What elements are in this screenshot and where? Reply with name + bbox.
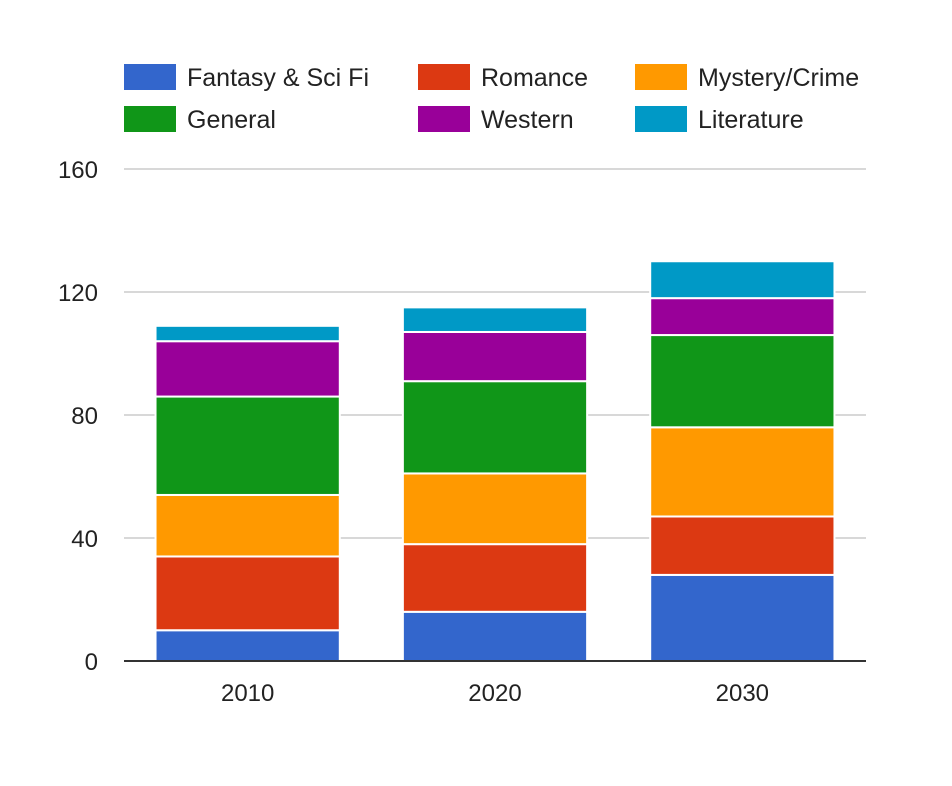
x-tick-label: 2010 (221, 680, 274, 707)
bar-segment (401, 330, 589, 383)
legend-label: Romance (481, 64, 588, 92)
y-tick-label: 80 (71, 403, 98, 430)
legend-label: Fantasy & Sci Fi (187, 64, 369, 92)
y-tick-label: 160 (58, 157, 98, 184)
legend-item: Mystery/Crime (635, 64, 859, 92)
legend-item: Romance (418, 64, 588, 92)
chart-legend: Fantasy & Sci Fi Romance Mystery/Crime Gene… (124, 64, 859, 134)
bar-segment (649, 515, 836, 576)
bar-segment (649, 426, 836, 518)
y-axis-tick-labels: 0 40 80 120 160 (58, 157, 98, 676)
bar-segment (154, 340, 341, 398)
legend-swatch (124, 64, 176, 90)
x-tick-label: 2020 (468, 680, 521, 707)
bar-segment (401, 543, 589, 613)
legend-swatch (418, 106, 470, 132)
legend-swatch (124, 106, 176, 132)
bar-segment (154, 395, 341, 496)
legend-item: Western (418, 106, 574, 134)
y-tick-label: 40 (71, 526, 98, 553)
x-axis-tick-labels: 2010 2020 2030 (221, 680, 769, 707)
bars (154, 260, 836, 663)
bar-segment (401, 610, 589, 662)
bar-stack (401, 306, 589, 662)
bar-segment (401, 472, 589, 546)
legend-label: Western (481, 106, 574, 134)
legend-swatch (635, 106, 687, 132)
legend-swatch (635, 64, 687, 90)
legend-label: General (187, 106, 276, 134)
y-tick-label: 120 (58, 280, 98, 307)
legend-item: General (124, 106, 276, 134)
bar-segment (649, 260, 836, 300)
bar-segment (401, 380, 589, 475)
bar-stack (154, 324, 341, 662)
legend-swatch (418, 64, 470, 90)
legend-label: Mystery/Crime (698, 64, 859, 92)
legend-item: Literature (635, 106, 804, 134)
bar-segment (154, 629, 341, 662)
bar-segment (649, 573, 836, 663)
bar-segment (649, 334, 836, 429)
bar-segment (649, 297, 836, 337)
legend-item: Fantasy & Sci Fi (124, 64, 369, 92)
bar-segment (154, 555, 341, 632)
bar-segment (401, 306, 589, 333)
y-tick-label: 0 (85, 649, 98, 676)
x-tick-label: 2030 (716, 680, 769, 707)
legend-label: Literature (698, 106, 804, 134)
bar-stack (649, 260, 836, 663)
bar-segment (154, 493, 341, 558)
bar-segment (154, 324, 341, 343)
